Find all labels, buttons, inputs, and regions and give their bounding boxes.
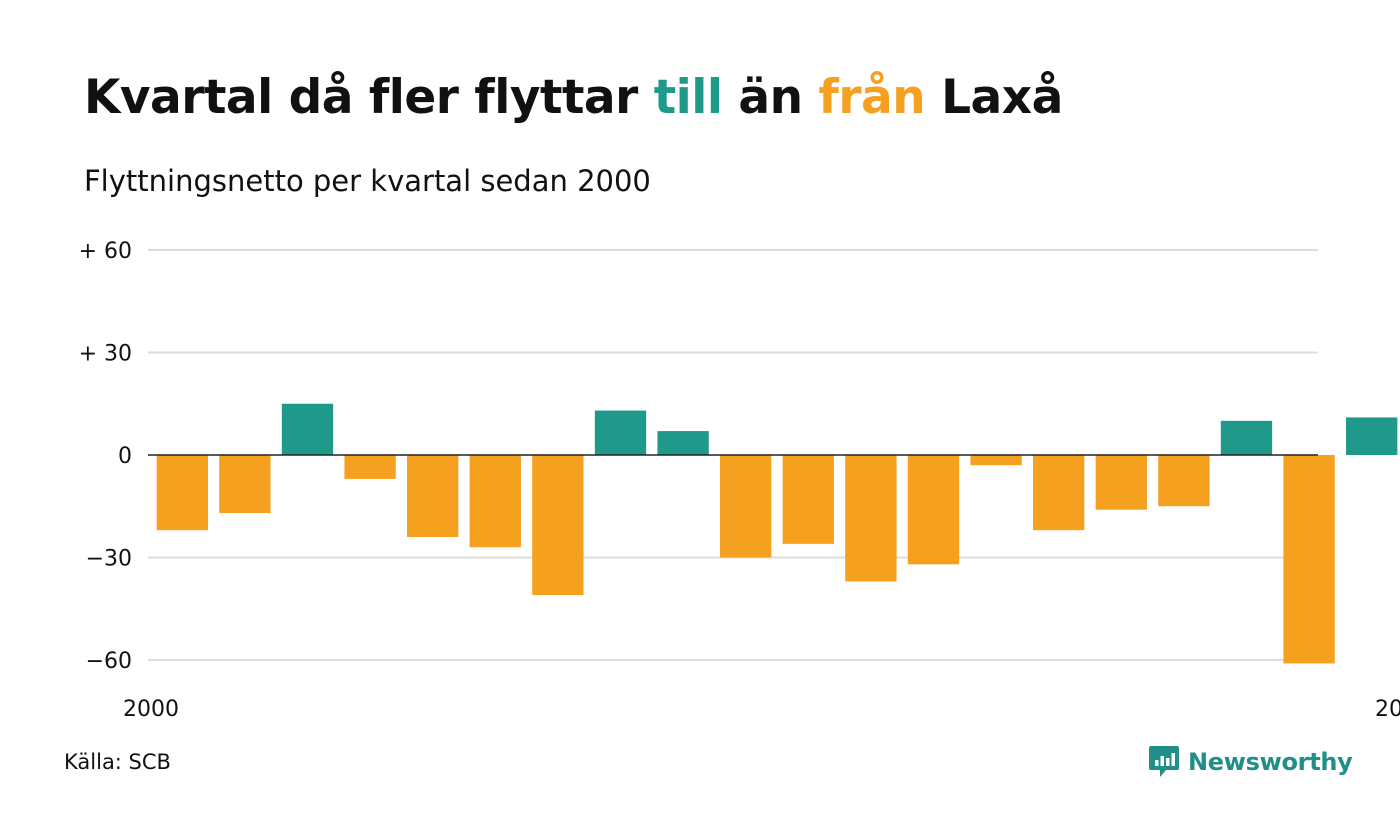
- title-part-5: Laxå: [925, 70, 1063, 125]
- bar-2001Q1: [407, 455, 459, 537]
- source-note: Källa: SCB: [64, 750, 171, 774]
- bar-2003Q3: [1033, 455, 1085, 531]
- chart-subtitle: Flyttningsnetto per kvartal sedan 2000: [84, 164, 651, 198]
- chart-title: Kvartal då fler flyttar till än från Lax…: [84, 70, 1063, 125]
- bar-2002Q4: [845, 455, 897, 582]
- y-tick-label: + 30: [79, 342, 132, 367]
- title-part-3: än: [722, 70, 819, 125]
- bar-2000Q3: [281, 403, 334, 455]
- x-tick-label: 2000: [123, 697, 179, 722]
- brand-name: Newsworthy: [1188, 748, 1353, 776]
- bar-2003Q4: [1095, 455, 1147, 510]
- y-tick-label: −30: [86, 547, 132, 572]
- bar-2001Q3: [532, 455, 584, 596]
- bar-2004Q2: [1220, 420, 1273, 455]
- bar-2000Q2: [219, 455, 271, 514]
- y-tick-label: + 60: [79, 239, 132, 264]
- bar-2002Q3: [782, 455, 834, 544]
- bar-2001Q2: [469, 455, 521, 548]
- bar-2002Q1: [657, 431, 709, 455]
- y-axis-labels: + 60 + 30 0 −30 −60: [79, 239, 132, 674]
- bar-2003Q1: [907, 455, 960, 565]
- y-tick-label: 0: [118, 444, 132, 469]
- newsworthy-logo-icon: [1149, 746, 1179, 777]
- y-tick-label: −60: [86, 649, 132, 674]
- bar-2000Q4: [344, 455, 396, 479]
- title-fran: från: [818, 70, 926, 125]
- title-part-1: Kvartal då fler flyttar: [84, 70, 654, 125]
- newsworthy-brand[interactable]: Newsworthy: [1148, 744, 1353, 780]
- bar-2001Q4: [594, 410, 647, 455]
- bars: [156, 403, 1398, 664]
- bar-2003Q2: [970, 455, 1022, 466]
- bar-2000Q1: [156, 455, 208, 531]
- bar-2002Q2: [720, 455, 772, 558]
- title-till: till: [653, 70, 723, 125]
- bar-2004Q4: [1346, 417, 1398, 455]
- bar-2004Q1: [1158, 455, 1210, 507]
- x-axis-labels: 20002005201020152020: [123, 697, 1400, 722]
- x-tick-label: 2005: [1375, 697, 1400, 722]
- bar-2004Q3: [1283, 455, 1335, 664]
- bar-chart: + 60+ 300−30−60 20002005201020152020: [79, 239, 1400, 722]
